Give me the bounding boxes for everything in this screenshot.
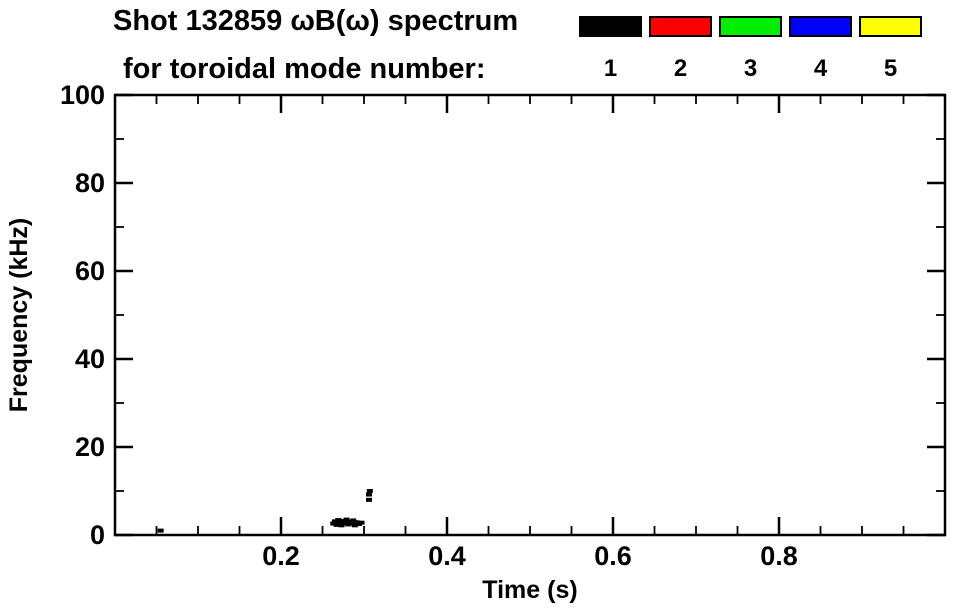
legend-label-mode-4: 4 bbox=[813, 55, 828, 82]
svg-text:Time (s): Time (s) bbox=[482, 576, 577, 604]
legend-swatch-mode-1 bbox=[579, 16, 642, 37]
chart-title-line1: Shot 132859 ωB(ω) spectrum bbox=[113, 5, 519, 37]
svg-text:60: 60 bbox=[75, 256, 105, 286]
legend-swatch-mode-4 bbox=[789, 16, 852, 37]
legend-label-mode-1: 1 bbox=[603, 55, 618, 82]
svg-text:20: 20 bbox=[75, 432, 105, 462]
mode-legend bbox=[579, 16, 922, 37]
svg-text:0: 0 bbox=[90, 520, 105, 550]
legend-swatch-mode-5 bbox=[859, 16, 922, 37]
svg-text:0.2: 0.2 bbox=[262, 541, 300, 571]
svg-text:Frequency (kHz): Frequency (kHz) bbox=[5, 218, 33, 412]
legend-swatch-mode-2 bbox=[649, 16, 712, 37]
svg-text:80: 80 bbox=[75, 168, 105, 198]
svg-text:0.6: 0.6 bbox=[594, 541, 632, 571]
svg-text:0.4: 0.4 bbox=[428, 541, 466, 571]
svg-text:100: 100 bbox=[60, 80, 105, 110]
legend-swatch-mode-3 bbox=[719, 16, 782, 37]
legend-label-mode-5: 5 bbox=[883, 55, 898, 82]
legend-label-mode-2: 2 bbox=[673, 55, 688, 82]
chart-title-line2: for toroidal mode number: bbox=[123, 53, 486, 85]
svg-text:40: 40 bbox=[75, 344, 105, 374]
mode-legend-labels: 1 2 3 4 5 bbox=[579, 55, 922, 83]
legend-label-mode-3: 3 bbox=[743, 55, 758, 82]
svg-text:0.8: 0.8 bbox=[760, 541, 798, 571]
